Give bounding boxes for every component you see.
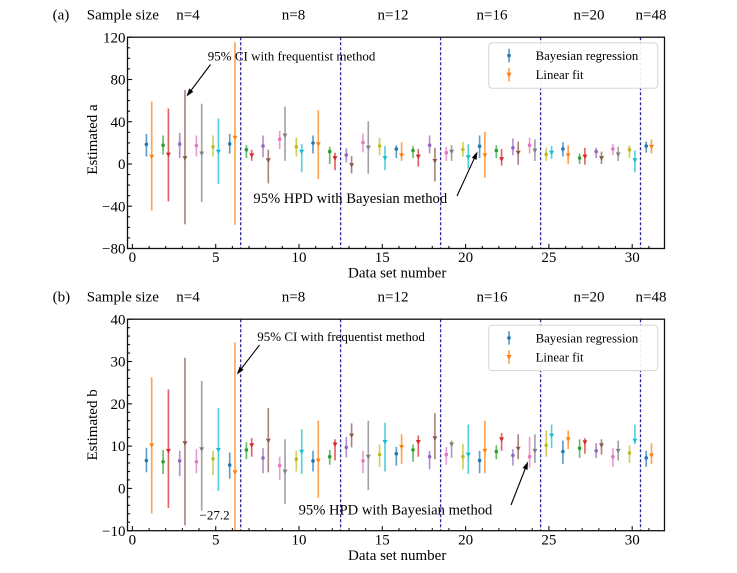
svg-text:Bayesian regression: Bayesian regression [536, 49, 639, 63]
svg-text:5: 5 [212, 532, 220, 548]
svg-text:20: 20 [111, 397, 126, 413]
svg-text:Linear fit: Linear fit [536, 351, 584, 365]
svg-text:0: 0 [129, 532, 137, 548]
svg-text:n=4: n=4 [176, 290, 200, 306]
svg-text:n=20: n=20 [574, 290, 605, 306]
svg-text:−40: −40 [102, 199, 125, 215]
svg-text:20: 20 [458, 532, 473, 548]
svg-text:n=48: n=48 [636, 8, 667, 24]
svg-text:Data set number: Data set number [348, 548, 446, 564]
svg-text:n=12: n=12 [378, 8, 409, 24]
svg-text:Sample size: Sample size [87, 290, 159, 306]
svg-text:15: 15 [375, 250, 390, 266]
svg-text:Estimated b: Estimated b [85, 389, 101, 460]
svg-text:n=8: n=8 [282, 290, 305, 306]
svg-text:n=16: n=16 [477, 290, 508, 306]
svg-text:40: 40 [111, 312, 126, 328]
svg-text:80: 80 [111, 73, 126, 89]
svg-text:95% HPD with Bayesian method: 95% HPD with Bayesian method [299, 502, 493, 518]
svg-text:95% HPD with Bayesian method: 95% HPD with Bayesian method [253, 191, 447, 207]
svg-text:40: 40 [111, 115, 126, 131]
svg-text:n=4: n=4 [176, 8, 200, 24]
svg-text:(b): (b) [53, 290, 71, 306]
svg-text:(a): (a) [53, 8, 70, 24]
svg-text:10: 10 [292, 532, 307, 548]
svg-text:10: 10 [111, 439, 126, 455]
svg-text:10: 10 [292, 250, 307, 266]
svg-text:30: 30 [625, 250, 640, 266]
svg-text:n=12: n=12 [378, 290, 409, 306]
svg-text:−10: −10 [102, 524, 125, 540]
svg-text:Data set number: Data set number [348, 266, 446, 282]
svg-text:n=16: n=16 [477, 8, 508, 24]
svg-text:30: 30 [111, 355, 126, 371]
svg-text:5: 5 [212, 250, 220, 266]
svg-text:95% CI with frequentist method: 95% CI with frequentist method [257, 329, 425, 344]
svg-text:25: 25 [541, 250, 556, 266]
svg-text:Bayesian regression: Bayesian regression [536, 331, 639, 345]
svg-text:30: 30 [625, 532, 640, 548]
svg-text:0: 0 [118, 157, 126, 173]
svg-text:n=8: n=8 [282, 8, 305, 24]
svg-text:20: 20 [458, 250, 473, 266]
svg-text:n=20: n=20 [574, 8, 605, 24]
svg-text:0: 0 [129, 250, 137, 266]
svg-text:Linear fit: Linear fit [536, 68, 584, 82]
svg-text:120: 120 [103, 30, 126, 46]
svg-text:0: 0 [118, 482, 126, 498]
svg-text:15: 15 [375, 532, 390, 548]
svg-text:95% CI with frequentist method: 95% CI with frequentist method [208, 49, 376, 64]
svg-text:−27.2: −27.2 [200, 507, 230, 522]
svg-text:Estimated a: Estimated a [85, 104, 101, 175]
svg-text:Sample size: Sample size [87, 8, 159, 24]
svg-text:n=48: n=48 [636, 290, 667, 306]
svg-text:25: 25 [541, 532, 556, 548]
svg-text:−80: −80 [102, 242, 125, 258]
